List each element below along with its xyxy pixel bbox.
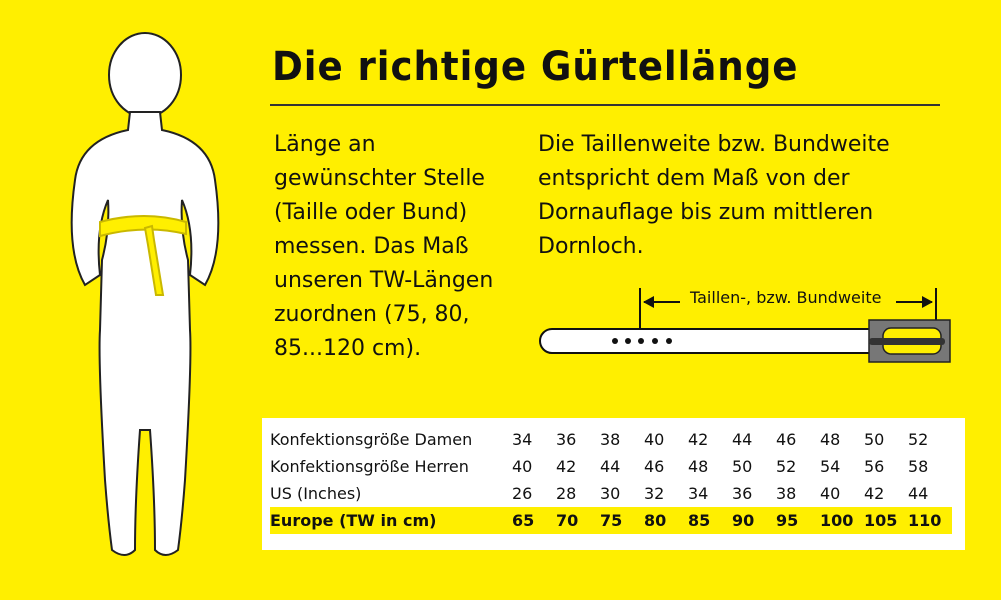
buckle-icon [868, 319, 951, 363]
size-value: 48 [688, 457, 709, 476]
arrow-left-icon [643, 296, 680, 308]
size-value: 95 [776, 511, 799, 530]
row-label: Konfektionsgröße Herren [270, 457, 469, 476]
size-value: 26 [512, 484, 533, 503]
size-value: 46 [644, 457, 665, 476]
size-value: 100 [820, 511, 854, 530]
size-value: 42 [688, 430, 709, 449]
row-label: Konfektionsgröße Damen [270, 430, 473, 449]
size-value: 90 [732, 511, 755, 530]
size-value: 110 [908, 511, 942, 530]
table-row: Europe (TW in cm) 65 70 75 80 85 90 95 100 105 110 [270, 507, 952, 534]
size-value: 40 [820, 484, 841, 503]
table-row: US (Inches) 26 28 30 32 34 36 38 40 42 44 [270, 480, 952, 507]
size-value: 42 [864, 484, 885, 503]
size-value: 44 [600, 457, 621, 476]
size-value: 85 [688, 511, 711, 530]
waist-definition-text: Die Taillenweite bzw. Bundweite entspric… [538, 132, 890, 259]
size-value: 34 [688, 484, 709, 503]
size-value: 50 [864, 430, 885, 449]
size-value: 38 [600, 430, 621, 449]
size-value: 54 [820, 457, 841, 476]
size-value: 52 [776, 457, 797, 476]
table-row: Konfektionsgröße Herren 40 42 44 46 48 50 52 54 5… [270, 453, 952, 480]
table-row: Konfektionsgröße Damen 34 36 38 40 42 44 46 48 50… [270, 426, 952, 453]
size-value: 52 [908, 430, 929, 449]
size-value: 36 [732, 484, 753, 503]
belt-diagram [539, 288, 951, 363]
size-value: 65 [512, 511, 535, 530]
size-value: 44 [908, 484, 929, 503]
size-value: 30 [600, 484, 621, 503]
measuring-instructions: Länge an gewünschter Stelle (Taille oder… [274, 132, 494, 361]
size-value: 56 [864, 457, 885, 476]
size-table: Konfektionsgröße Damen 34 36 38 40 42 44 46 48 50… [262, 418, 965, 550]
size-value: 105 [864, 511, 898, 530]
size-value: 44 [732, 430, 753, 449]
size-value: 50 [732, 457, 753, 476]
arrow-right-icon [896, 296, 933, 308]
figure-silhouette-illustration [70, 32, 220, 556]
row-label: US (Inches) [270, 484, 362, 503]
size-value: 48 [820, 430, 841, 449]
size-value: 32 [644, 484, 665, 503]
size-value: 36 [556, 430, 577, 449]
title-divider [270, 104, 940, 106]
size-value: 40 [512, 457, 533, 476]
size-value: 42 [556, 457, 577, 476]
row-label: Europe (TW in cm) [270, 511, 437, 530]
size-value: 40 [644, 430, 665, 449]
belt-measure-label: Taillen-, bzw. Bundweite [690, 288, 882, 307]
size-value: 28 [556, 484, 577, 503]
size-value: 75 [600, 511, 623, 530]
size-value: 46 [776, 430, 797, 449]
size-value: 34 [512, 430, 533, 449]
size-value: 70 [556, 511, 579, 530]
size-value: 38 [776, 484, 797, 503]
size-value: 58 [908, 457, 929, 476]
page-title: Die richtige Gürtellänge [272, 44, 799, 90]
size-value: 80 [644, 511, 667, 530]
measuring-tape-icon [99, 215, 187, 296]
